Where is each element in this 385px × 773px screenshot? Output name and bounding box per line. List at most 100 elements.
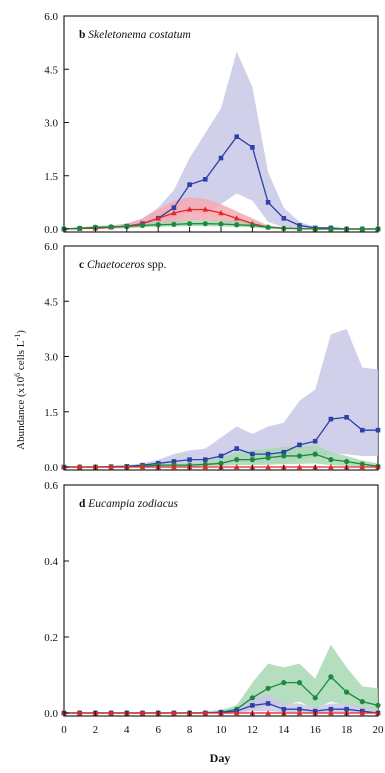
data-point-circle (375, 702, 381, 709)
data-point-circle (124, 223, 130, 230)
y-tick-label: 6.0 (44, 11, 58, 23)
x-axis-ticks: 0 2 4 6 8 10 12 14 16 18 20 (61, 724, 384, 736)
data-point-triangle (218, 210, 224, 216)
y-tick-label: 0.0 (44, 708, 58, 720)
data-point-square (297, 442, 302, 448)
panel-title: b Skeletonema costatum (79, 29, 191, 41)
data-point-triangle (296, 464, 303, 470)
data-point-circle (249, 457, 255, 463)
y-tick-label: 0.6 (44, 480, 58, 492)
y-tick-label: 1.5 (44, 407, 58, 419)
data-point-circle (218, 460, 224, 466)
data-point-circle (265, 224, 271, 230)
data-point-triangle (233, 710, 240, 716)
x-tick-label: 14 (278, 724, 290, 736)
panel-title: d Eucampia zodiacus (79, 498, 179, 510)
data-point-square (281, 216, 287, 221)
data-point-circle (155, 222, 161, 228)
data-point-triangle (171, 210, 177, 216)
data-point-triangle (171, 464, 177, 470)
data-point-square (265, 200, 271, 205)
data-point-square (250, 703, 255, 708)
data-point-circle (328, 457, 334, 463)
y-tick-label: 0.2 (44, 632, 58, 644)
y-axis-label: Abundance (x106 cells L-1) (13, 330, 27, 450)
data-point-circle (234, 222, 240, 228)
data-point-circle (312, 451, 318, 457)
y-tick-label: 4.5 (44, 64, 58, 76)
data-point-square (203, 457, 208, 462)
uncertainty-band (64, 328, 378, 467)
data-point-triangle (233, 215, 240, 221)
data-point-triangle (202, 464, 209, 470)
uncertainty-band (64, 444, 378, 467)
data-point-square (250, 451, 255, 457)
data-point-circle (265, 685, 271, 691)
data-point-square (203, 177, 208, 182)
panel-d: 0.0 0.2 0.4 0.6 d Eucampia zodiacus (44, 480, 381, 720)
data-point-square (344, 706, 349, 712)
data-point-circle (234, 457, 240, 463)
data-point-circle (187, 221, 193, 227)
panels: 0.0 1.5 3.0 4.5 6.0 b Skeletonema costatum 0.0… (44, 11, 381, 720)
x-tick-label: 0 (61, 724, 67, 736)
data-point-triangle (108, 710, 114, 716)
data-point-square (171, 459, 177, 464)
data-point-square (250, 145, 255, 150)
x-tick-label: 20 (373, 724, 385, 736)
y-tick-label: 3.0 (44, 352, 58, 364)
data-point-square (218, 453, 224, 459)
data-point-square (187, 182, 192, 187)
panel-b: 0.0 1.5 3.0 4.5 6.0 b Skeletonema costatum (44, 11, 381, 236)
data-point-triangle (76, 464, 83, 470)
data-point-circle (296, 680, 303, 686)
data-point-circle (218, 221, 224, 227)
data-point-triangle (76, 710, 83, 716)
data-point-square (281, 449, 287, 455)
data-point-square (234, 446, 239, 451)
data-point-circle (202, 221, 208, 227)
data-point-circle (312, 695, 318, 701)
data-point-triangle (139, 464, 146, 470)
data-point-circle (296, 226, 303, 232)
data-point-square (297, 223, 302, 228)
data-point-circle (77, 225, 83, 231)
y-tick-label: 1.5 (44, 171, 58, 183)
data-point-square (328, 416, 334, 422)
data-point-triangle (328, 710, 334, 716)
data-point-circle (249, 222, 255, 229)
data-point-circle (265, 455, 271, 461)
y-tick-label: 4.5 (44, 296, 58, 308)
data-point-square (187, 457, 192, 462)
data-point-square (375, 427, 381, 433)
data-point-triangle (171, 710, 177, 716)
data-point-triangle (108, 464, 114, 470)
data-point-triangle (328, 464, 334, 470)
x-axis-label: Day (210, 751, 231, 765)
panel-c: 0.0 1.5 3.0 4.5 6.0 c Chaetoceros spp. (44, 241, 381, 474)
data-point-triangle (139, 710, 146, 716)
y-tick-label: 0.0 (44, 462, 58, 474)
data-point-circle (344, 458, 350, 465)
data-point-circle (344, 689, 350, 695)
x-tick-label: 4 (124, 724, 130, 736)
data-point-circle (281, 680, 287, 686)
data-point-square (328, 706, 334, 712)
data-point-triangle (296, 710, 303, 716)
uncertainty-band (64, 644, 378, 713)
data-point-triangle (359, 710, 366, 716)
data-point-square (234, 134, 239, 139)
data-point-circle (281, 453, 287, 459)
data-point-square (265, 451, 271, 457)
data-point-square (171, 205, 177, 210)
data-point-circle (108, 224, 114, 230)
data-point-triangle (186, 206, 193, 212)
x-tick-label: 8 (187, 724, 193, 736)
data-point-triangle (359, 464, 366, 470)
x-tick-label: 2 (93, 724, 99, 736)
data-point-square (281, 706, 287, 712)
data-point-square (218, 155, 224, 161)
data-point-square (344, 414, 349, 420)
data-point-circle (171, 221, 177, 227)
